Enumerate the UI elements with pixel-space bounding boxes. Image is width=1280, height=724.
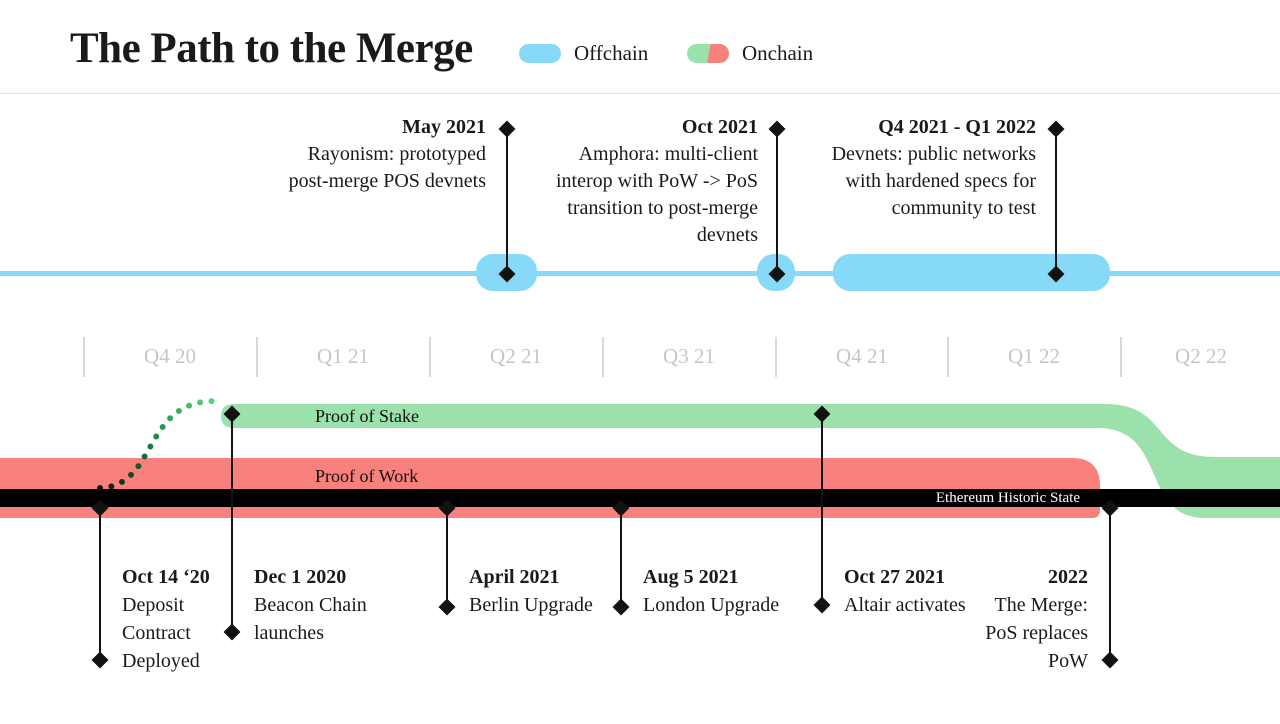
event-text-line: PoS replaces [985, 622, 1088, 644]
event-text-line: interop with PoW -> PoS [555, 170, 758, 192]
historic-state-bar [0, 489, 1280, 507]
event-marker [1047, 120, 1065, 138]
event-date: Oct 14 ‘20 [122, 566, 210, 588]
event-connector [231, 414, 233, 632]
event-marker [438, 598, 456, 616]
onchain-event-london: Aug 5 2021 London Upgrade [643, 563, 779, 619]
event-text-line: Beacon Chain [254, 594, 367, 616]
event-connector [99, 509, 101, 660]
quarter-label: Q4 20 [144, 344, 196, 368]
onchain-event-berlin: April 2021 Berlin Upgrade [469, 563, 593, 619]
event-text-line: PoW [1048, 650, 1088, 672]
offchain-event-devnets: Q4 2021 - Q1 2022 Devnets: public networ… [736, 114, 1036, 222]
quarter-label: Q2 21 [490, 344, 542, 368]
proof-of-stake-label: Proof of Stake [315, 406, 419, 426]
onchain-legend-swatch [687, 44, 729, 63]
event-marker [1101, 651, 1119, 669]
event-date: 2022 [1048, 566, 1088, 588]
quarter-tick [947, 337, 949, 377]
page-title: The Path to the Merge [70, 25, 473, 72]
onchain-event-beacon-chain: Dec 1 2020 Beacon Chain launches [254, 563, 367, 647]
event-text-line: launches [254, 622, 324, 644]
quarter-tick [83, 337, 85, 377]
offchain-timeline-line [0, 271, 1280, 276]
event-text-line: Deposit [122, 594, 185, 616]
proof-of-work-band [0, 458, 1100, 518]
quarter-label: Q1 21 [317, 344, 369, 368]
event-connector [506, 129, 508, 275]
event-text-line: Altair activates [844, 594, 966, 616]
event-marker [612, 598, 630, 616]
event-text-line: with hardened specs for [845, 170, 1037, 192]
event-date: Dec 1 2020 [254, 566, 347, 588]
proof-of-work-label: Proof of Work [315, 466, 419, 486]
event-connector [1109, 509, 1111, 660]
event-connector [620, 509, 622, 607]
quarter-label: Q1 22 [1008, 344, 1060, 368]
event-marker [91, 651, 109, 669]
onchain-event-altair: Oct 27 2021 Altair activates [844, 563, 966, 619]
event-date: April 2021 [469, 566, 560, 588]
event-marker [813, 596, 831, 614]
event-text-line: Deployed [122, 650, 200, 672]
header-divider [0, 93, 1280, 94]
deposit-to-beacon-dotted-curve [97, 398, 217, 491]
event-connector [446, 509, 448, 607]
quarter-tick [429, 337, 431, 377]
event-text-line: Berlin Upgrade [469, 594, 593, 616]
onchain-event-deposit-contract: Oct 14 ‘20 Deposit Contract Deployed [122, 563, 210, 675]
historic-state-label: Ethereum Historic State [935, 490, 1080, 506]
quarter-tick [1120, 337, 1122, 377]
quarter-label: Q4 21 [836, 344, 888, 368]
event-text-line: community to test [891, 197, 1036, 219]
event-text-line: Devnets: public networks [831, 143, 1036, 165]
offchain-legend-label: Offchain [574, 41, 649, 65]
event-connector [776, 129, 778, 275]
quarter-tick [602, 337, 604, 377]
offchain-event-amphora: Oct 2021 Amphora: multi-client interop w… [458, 114, 758, 249]
event-text-line: Contract [122, 622, 191, 644]
event-connector [821, 414, 823, 605]
event-connector [1055, 129, 1057, 275]
quarter-tick [775, 337, 777, 377]
event-text-line: post-merge POS devnets [288, 170, 486, 192]
offchain-event-rayonism: May 2021 Rayonism: prototyped post-merge… [186, 114, 486, 195]
event-text-line: London Upgrade [643, 594, 780, 616]
event-text-line: The Merge: [994, 594, 1089, 616]
event-text-line: transition to post-merge [567, 197, 758, 219]
event-date: May 2021 [402, 116, 486, 138]
event-marker [223, 623, 241, 641]
onchain-bands-graphic [0, 398, 1280, 518]
event-date: Oct 27 2021 [844, 566, 946, 588]
quarter-label: Q3 21 [663, 344, 715, 368]
quarter-tick [256, 337, 258, 377]
onchain-legend-label: Onchain [742, 41, 814, 65]
onchain-event-the-merge: 2022 The Merge: PoS replaces PoW [948, 563, 1088, 675]
offchain-span-devnets [833, 254, 1110, 291]
event-date: Aug 5 2021 [643, 566, 739, 588]
event-text-line: devnets [696, 224, 758, 246]
event-text-line: Rayonism: prototyped [307, 143, 486, 165]
event-date: Q4 2021 - Q1 2022 [878, 116, 1036, 138]
quarter-label: Q2 22 [1175, 344, 1227, 368]
offchain-legend-swatch [519, 44, 561, 63]
event-text-line: Amphora: multi-client [578, 143, 758, 165]
event-date: Oct 2021 [681, 116, 758, 138]
